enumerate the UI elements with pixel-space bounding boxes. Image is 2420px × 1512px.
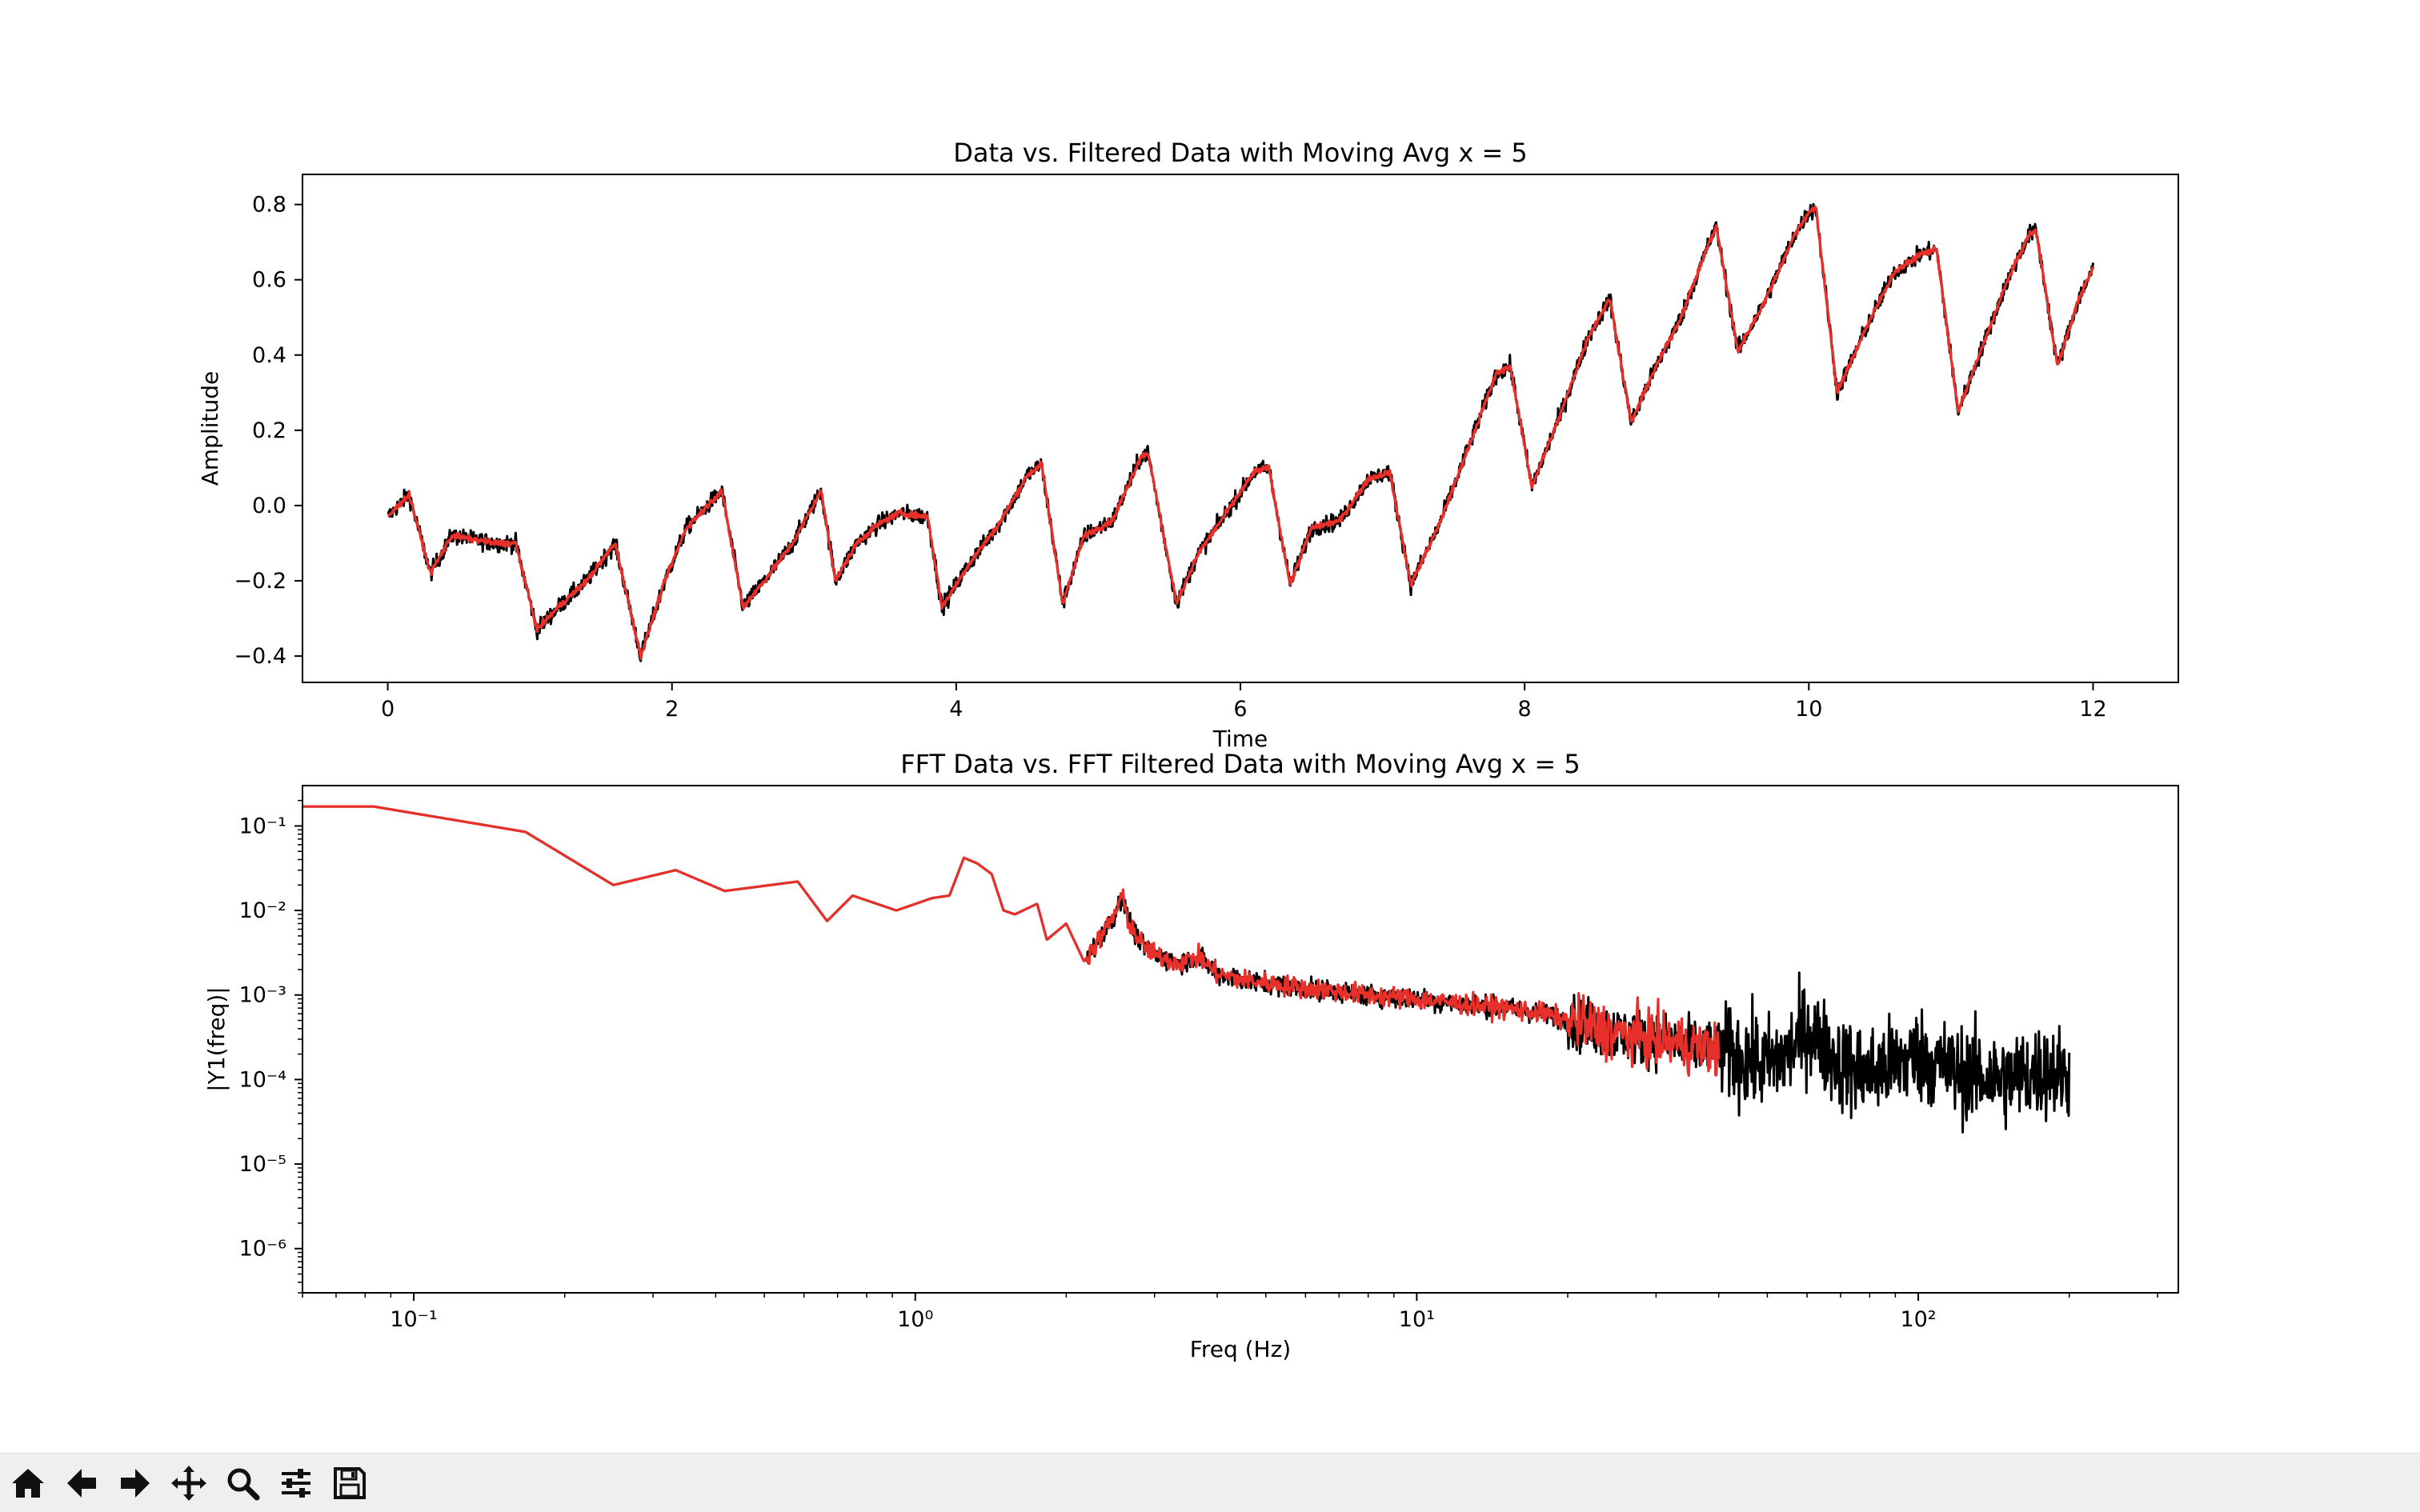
x-tick-label: 10¹ <box>1399 1307 1435 1332</box>
magnifier-icon <box>227 1468 260 1501</box>
subplot-1: 0 2 4 6 8 10 12 −0.4 −0.2 0.0 0.2 0.4 0.6 0.8 Data vs.… <box>197 138 2179 752</box>
x-axis-label: Freq (Hz) <box>1190 1336 1291 1362</box>
home-icon <box>12 1469 44 1498</box>
chart-title: Data vs. Filtered Data with Moving Avg x… <box>953 138 1528 168</box>
back-button[interactable] <box>56 1458 107 1508</box>
y-tick-label: 10⁻⁵ <box>239 1152 286 1177</box>
figure-svg: 0 2 4 6 8 10 12 −0.4 −0.2 0.0 0.2 0.4 0.6 0.8 Data vs.… <box>197 138 2179 1362</box>
navigation-toolbar <box>0 1453 2420 1512</box>
subplot-2: 10⁻¹ 10⁰ 10¹ 10² 10⁻⁶ 10⁻⁵ 10⁻⁴ 10⁻³ 10⁻² 10⁻¹ FFT… <box>203 749 2179 1362</box>
y-tick-label: −0.4 <box>234 644 286 669</box>
axes-frame <box>302 174 2179 683</box>
x-tick-label: 8 <box>1518 697 1532 722</box>
y-tick-label: 0.0 <box>252 494 286 518</box>
y-tick-label: 10⁻² <box>239 898 286 923</box>
x-tick-label: 10² <box>1900 1307 1936 1332</box>
x-axis-label: Time <box>1212 726 1268 752</box>
forward-button[interactable] <box>110 1458 161 1508</box>
x-tick-label: 6 <box>1233 697 1247 722</box>
plot-area <box>387 202 2095 662</box>
figure-canvas: 0 2 4 6 8 10 12 −0.4 −0.2 0.0 0.2 0.4 0.6 0.8 Data vs.… <box>197 138 2179 1362</box>
y-axis-label: Amplitude <box>197 371 223 486</box>
y-tick-label: 0.2 <box>252 418 286 443</box>
x-tick-label: 10⁻¹ <box>390 1307 437 1332</box>
plot-area <box>302 805 2071 1134</box>
series-line-raw <box>387 202 2094 662</box>
y-tick-label: 0.8 <box>252 193 286 218</box>
y-tick-label: 10⁻³ <box>239 983 286 1008</box>
arrow-right-icon <box>121 1469 150 1498</box>
pan-button[interactable] <box>163 1458 214 1508</box>
configure-subplots-button[interactable] <box>270 1458 322 1508</box>
y-tick-label: 10⁻¹ <box>239 814 286 838</box>
chart-title: FFT Data vs. FFT Filtered Data with Movi… <box>900 749 1581 779</box>
x-tick-label: 0 <box>381 697 395 722</box>
floppy-disk-icon <box>334 1467 366 1499</box>
y-tick-label: 10⁻⁴ <box>239 1067 286 1092</box>
arrow-left-icon <box>67 1469 96 1498</box>
y-tick-label: 0.4 <box>252 343 286 368</box>
x-tick-label: 2 <box>665 697 679 722</box>
y-axis-label: |Y1(freq)| <box>203 986 230 1091</box>
x-tick-label: 4 <box>949 697 963 722</box>
x-tick-label: 10⁰ <box>897 1307 933 1332</box>
move-icon <box>171 1466 206 1501</box>
zoom-button[interactable] <box>217 1458 268 1508</box>
x-tick-label: 12 <box>2079 697 2106 722</box>
y-tick-label: −0.2 <box>234 569 286 594</box>
series-line-filtered <box>387 205 2095 660</box>
series-line-raw <box>302 805 2071 1134</box>
y-tick-label: 10⁻⁶ <box>239 1237 286 1262</box>
save-button[interactable] <box>324 1458 375 1508</box>
series-line-filtered <box>302 805 1721 1077</box>
home-button[interactable] <box>2 1458 54 1508</box>
x-tick-label: 10 <box>1795 697 1822 722</box>
y-tick-label: 0.6 <box>252 268 286 293</box>
sliders-icon <box>282 1469 311 1498</box>
